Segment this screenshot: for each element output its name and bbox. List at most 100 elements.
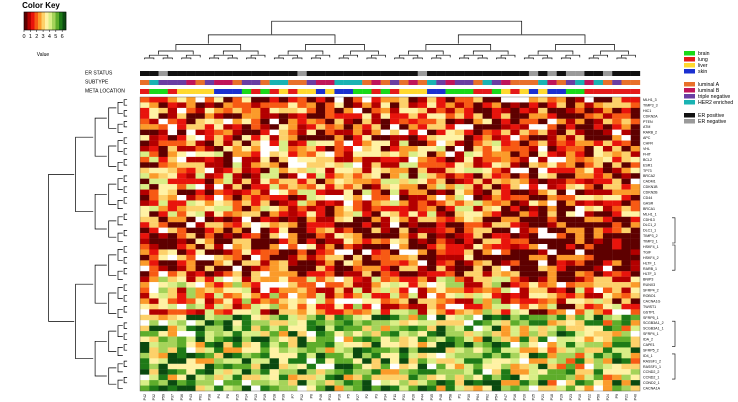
annotation-cell (547, 80, 557, 85)
heatmap-cell (297, 314, 307, 321)
heatmap-cell (297, 293, 307, 299)
heatmap-cell (177, 97, 187, 103)
heatmap-cell (158, 205, 168, 212)
heatmap-cell (482, 314, 492, 321)
heatmap-cell (510, 369, 520, 375)
annotation-cell (325, 89, 335, 94)
heatmap-cell (352, 298, 363, 305)
annotation-cell (306, 80, 317, 85)
heatmap-cell (556, 358, 567, 364)
heatmap-cell (417, 216, 428, 223)
annotation-cell (390, 89, 400, 94)
heatmap-cell (297, 249, 307, 256)
heatmap-cell (380, 369, 391, 375)
dendrogram-branch (123, 246, 128, 253)
heatmap-cell (260, 342, 270, 348)
heatmap-cell (204, 369, 215, 375)
heatmap-cell (436, 336, 446, 343)
heatmap-cell (186, 325, 196, 332)
heatmap-cell (297, 320, 307, 326)
heatmap-cell (334, 222, 344, 228)
heatmap-cell (167, 146, 178, 152)
heatmap-cell (621, 374, 631, 381)
heatmap-cell (380, 195, 391, 201)
heatmap-cell (473, 244, 483, 250)
heatmap-cell (621, 227, 631, 234)
heatmap-cell (177, 374, 187, 381)
heatmap-cell (390, 162, 400, 168)
dendrogram-branch (123, 230, 128, 237)
heatmap-cell (278, 254, 289, 261)
heatmap-cell (417, 369, 428, 375)
heatmap-cell (158, 118, 168, 125)
heatmap-cell (343, 146, 354, 152)
heatmap-cell (167, 222, 178, 228)
heatmap-cell (593, 162, 604, 168)
heatmap-cell (602, 216, 613, 223)
heatmap-cell (482, 271, 492, 277)
heatmap-cell (482, 298, 492, 305)
heatmap-cell (232, 135, 242, 141)
heatmap-cell (630, 107, 641, 114)
heatmap-cell (315, 325, 326, 332)
heatmap-cell (177, 303, 187, 310)
annotation-cell (325, 71, 335, 76)
heatmap-cell (380, 156, 391, 163)
heatmap-cell (352, 374, 363, 381)
heatmap-cell (195, 124, 205, 130)
heatmap-cell (158, 320, 168, 326)
heatmap-cell (510, 380, 520, 386)
heatmap-cell (482, 184, 492, 190)
heatmap-cell (315, 265, 326, 272)
row-label: FHIT (643, 152, 652, 156)
heatmap-cell (473, 265, 483, 272)
heatmap-cell (362, 363, 372, 370)
heatmap-cell (464, 276, 474, 283)
column-label: P31 (402, 394, 406, 400)
heatmap-cell (315, 336, 326, 343)
heatmap-cell (362, 173, 372, 179)
heatmap-cell (556, 200, 567, 207)
heatmap-cell (445, 385, 455, 392)
heatmap-cell (140, 342, 150, 348)
heatmap-cell (278, 129, 289, 136)
heatmap-cell (278, 320, 289, 326)
heatmap-cell (380, 287, 391, 294)
heatmap-cell (195, 374, 205, 381)
heatmap-cell (167, 167, 178, 174)
heatmap-cell (214, 385, 224, 392)
row-label: CDKN2B (643, 191, 658, 195)
heatmap-cell (528, 178, 539, 185)
heatmap-cell (325, 102, 335, 109)
heatmap-cell (473, 107, 483, 114)
heatmap-cell (445, 380, 455, 386)
heatmap-cell (260, 140, 270, 147)
annotation-cell (334, 71, 344, 76)
heatmap-cell (528, 151, 539, 158)
heatmap-cell (556, 107, 567, 114)
heatmap-cell (436, 156, 446, 163)
heatmap-cell (445, 342, 455, 348)
heatmap-cell (390, 178, 400, 185)
dendrogram-branch (108, 145, 117, 167)
heatmap-cell (408, 184, 418, 190)
heatmap-cell (186, 249, 196, 256)
heatmap-cell (260, 238, 270, 245)
heatmap-cell (565, 184, 576, 190)
heatmap-cell (575, 97, 585, 103)
heatmap-cell (445, 320, 455, 326)
annotation-cell (630, 80, 641, 85)
heatmap-cell (315, 352, 326, 359)
heatmap-cell (288, 162, 298, 168)
heatmap-cell (436, 113, 446, 119)
heatmap-cell (436, 363, 446, 370)
row-label: HLTF_1 (643, 261, 656, 265)
heatmap-cell (241, 118, 252, 125)
heatmap-cell (204, 205, 215, 212)
heatmap-cell (315, 320, 326, 326)
heatmap-cell (538, 282, 548, 288)
heatmap-cell (408, 244, 418, 250)
heatmap-cell (334, 282, 344, 288)
heatmap-cell (565, 358, 576, 364)
heatmap-cell (538, 233, 548, 239)
